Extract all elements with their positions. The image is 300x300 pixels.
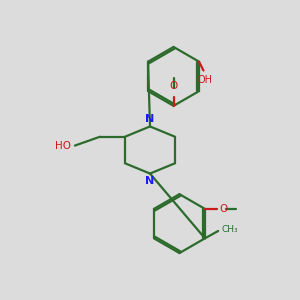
Text: O: O [169,81,178,91]
Text: O: O [219,205,227,214]
Text: N: N [145,176,154,186]
Text: N: N [145,114,154,124]
Text: OH: OH [197,75,212,85]
Text: CH₃: CH₃ [221,225,238,234]
Text: HO: HO [56,141,71,151]
